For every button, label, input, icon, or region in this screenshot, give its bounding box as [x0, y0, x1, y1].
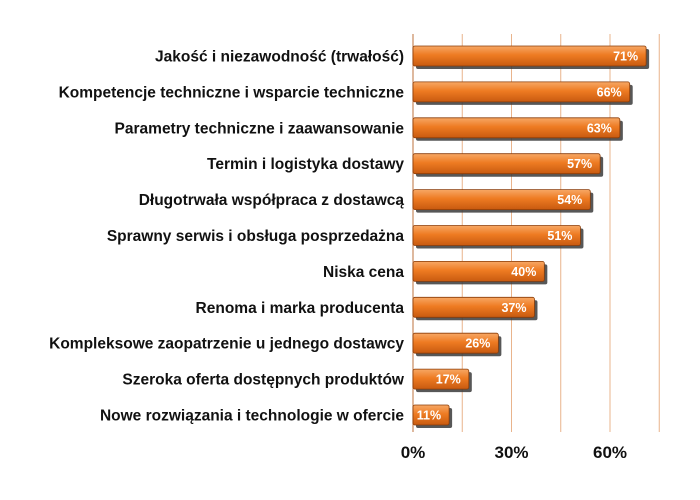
category-label: Renoma i marka producenta	[196, 300, 405, 317]
bar	[412, 368, 470, 390]
category-label: Termin i logistyka dostawy	[207, 156, 404, 173]
bar	[412, 225, 581, 246]
data-label: 26%	[465, 337, 490, 351]
bar	[412, 117, 621, 139]
data-label: 66%	[597, 85, 622, 99]
x-axis-tick-labels: 0% 30% 60%	[401, 443, 627, 462]
data-label: 11%	[417, 409, 441, 423]
category-label: Szeroka oferta dostępnych produktów	[122, 372, 405, 389]
data-label: 40%	[511, 265, 536, 279]
category-label: Kompleksowe zaopatrzenie u jednego dosta…	[49, 336, 404, 353]
data-label: 17%	[436, 373, 461, 387]
bar	[412, 296, 535, 318]
bar	[412, 153, 601, 175]
category-label: Jakość i niezawodność (trwałość)	[155, 49, 404, 66]
data-label: 57%	[567, 157, 592, 171]
data-label: 51%	[547, 229, 572, 243]
bar	[412, 189, 591, 211]
category-label: Niska cena	[323, 264, 404, 281]
x-tick-label: 30%	[494, 443, 528, 462]
category-label: Długotrwała współpraca z dostawcą	[139, 192, 405, 209]
x-tick-label: 0%	[401, 443, 426, 462]
category-label: Sprawny serwis i obsługa posprzedażna	[107, 228, 405, 245]
bar	[412, 332, 499, 354]
bar	[412, 404, 450, 426]
category-label: Parametry techniczne i zaawansowanie	[115, 120, 405, 137]
bar	[412, 260, 545, 282]
data-label: 37%	[501, 301, 526, 315]
category-label: Kompetencje techniczne i wsparcie techni…	[59, 84, 405, 101]
bars: 71% 66% 63% 57% 54% 51% 40% 37% 26% 17% 11%	[412, 45, 650, 428]
category-label: Nowe rozwiązania i technologie w ofercie	[100, 408, 404, 425]
data-label: 54%	[557, 193, 582, 207]
category-labels: Jakość i niezawodność (trwałość) Kompeten…	[49, 49, 405, 425]
data-label: 63%	[587, 121, 612, 135]
data-label: 71%	[613, 50, 638, 64]
x-tick-label: 60%	[593, 443, 627, 462]
bar	[412, 45, 647, 67]
bar	[412, 81, 631, 103]
